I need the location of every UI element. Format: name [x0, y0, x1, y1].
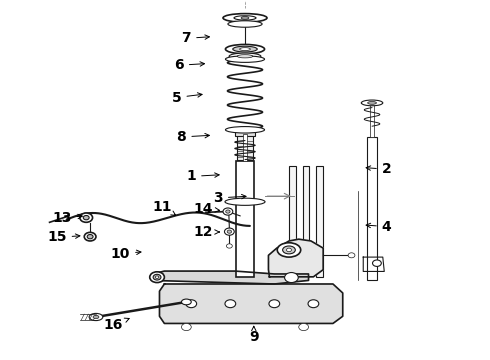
Ellipse shape [368, 102, 376, 104]
Text: 12: 12 [194, 225, 219, 239]
Ellipse shape [93, 315, 99, 319]
Text: 4: 4 [366, 220, 392, 234]
Ellipse shape [87, 234, 93, 239]
Ellipse shape [225, 300, 236, 308]
Ellipse shape [361, 100, 383, 106]
FancyBboxPatch shape [289, 166, 296, 277]
Ellipse shape [186, 300, 196, 308]
FancyBboxPatch shape [237, 132, 253, 160]
Ellipse shape [237, 55, 253, 58]
Text: 8: 8 [176, 130, 209, 144]
Ellipse shape [233, 46, 257, 52]
Ellipse shape [226, 244, 232, 248]
FancyBboxPatch shape [243, 134, 247, 161]
Ellipse shape [181, 323, 191, 330]
Text: 13: 13 [52, 211, 82, 225]
Ellipse shape [229, 53, 261, 59]
Text: 7: 7 [182, 31, 209, 45]
Text: 15: 15 [47, 230, 80, 244]
Polygon shape [269, 239, 323, 277]
Ellipse shape [84, 232, 96, 241]
Ellipse shape [83, 216, 89, 220]
Ellipse shape [299, 323, 309, 330]
Text: 10: 10 [111, 247, 141, 261]
Ellipse shape [348, 253, 355, 258]
FancyBboxPatch shape [235, 130, 255, 136]
Text: 5: 5 [172, 90, 202, 104]
Text: 14: 14 [194, 202, 220, 216]
Ellipse shape [269, 300, 280, 308]
Ellipse shape [287, 248, 292, 252]
Text: 11: 11 [152, 200, 176, 215]
Text: 9: 9 [249, 326, 259, 344]
Text: 16: 16 [103, 318, 129, 332]
Ellipse shape [241, 17, 249, 19]
Ellipse shape [181, 299, 191, 305]
FancyBboxPatch shape [367, 137, 377, 280]
Ellipse shape [285, 273, 298, 283]
Ellipse shape [226, 210, 230, 213]
Ellipse shape [234, 16, 256, 20]
Ellipse shape [228, 21, 262, 27]
Ellipse shape [223, 14, 267, 22]
FancyBboxPatch shape [236, 161, 254, 277]
Ellipse shape [80, 213, 93, 222]
FancyBboxPatch shape [303, 166, 310, 277]
Ellipse shape [225, 127, 265, 133]
Ellipse shape [224, 228, 234, 235]
Text: 2: 2 [366, 162, 392, 176]
Ellipse shape [283, 246, 295, 254]
Ellipse shape [225, 56, 265, 62]
Ellipse shape [308, 300, 319, 308]
Ellipse shape [225, 44, 265, 54]
Text: 3: 3 [213, 191, 246, 205]
Ellipse shape [223, 208, 233, 215]
Ellipse shape [240, 48, 250, 50]
FancyBboxPatch shape [370, 105, 374, 137]
FancyBboxPatch shape [316, 166, 323, 277]
Text: 1: 1 [186, 170, 219, 183]
Ellipse shape [155, 276, 159, 278]
Ellipse shape [150, 272, 164, 283]
Polygon shape [159, 284, 343, 323]
Ellipse shape [277, 243, 301, 257]
Ellipse shape [227, 230, 232, 233]
Ellipse shape [225, 198, 265, 205]
Text: 6: 6 [174, 58, 204, 72]
Ellipse shape [372, 260, 381, 266]
Ellipse shape [89, 314, 103, 320]
Ellipse shape [153, 274, 161, 280]
Polygon shape [152, 271, 309, 284]
